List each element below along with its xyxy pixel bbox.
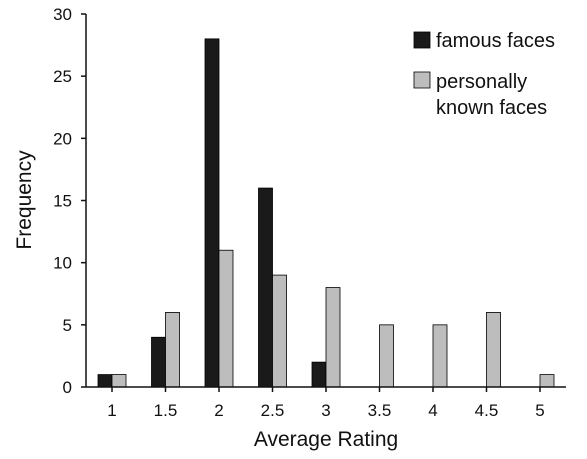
y-axis-title: Frequency: [13, 150, 36, 250]
y-tick-label: 15: [53, 192, 72, 211]
legend-swatch-personally-known-faces: [413, 71, 431, 89]
bar-personally-known-faces: [272, 274, 287, 388]
legend: famous faces personally known faces: [413, 30, 555, 119]
y-tick-label: 25: [53, 67, 72, 86]
x-tick-label: 5: [535, 401, 544, 420]
bar-personally-known-faces: [486, 311, 501, 388]
bar-famous-faces: [97, 374, 113, 388]
legend-label-famous-faces: famous faces: [436, 30, 555, 52]
y-tick-label: 5: [63, 316, 72, 335]
y-tick-label: 10: [53, 254, 72, 273]
x-tick-label: 4.5: [475, 401, 499, 420]
x-tick-label: 3: [321, 401, 330, 420]
x-axis-title: Average Rating: [254, 428, 398, 451]
x-ticks-group: 1 1.5 2 2.5 3 3.5 4 4.5 5: [107, 387, 545, 420]
x-tick-label: 2.5: [261, 401, 285, 420]
legend-swatch-famous-faces: [413, 31, 431, 49]
x-tick-label: 1: [107, 401, 116, 420]
x-tick-label: 3.5: [368, 401, 392, 420]
bar-personally-known-faces: [111, 374, 127, 388]
bar-famous-faces: [311, 361, 327, 388]
bar-famous-faces: [258, 187, 273, 388]
y-ticks-group: 0 5 10 15 20 25 30: [53, 5, 86, 397]
y-tick-label: 30: [53, 5, 72, 24]
bar-famous-faces: [204, 38, 220, 388]
bar-personally-known-faces: [165, 311, 180, 388]
x-tick-label: 4: [428, 401, 437, 420]
x-tick-label: 2: [214, 401, 223, 420]
bar-personally-known-faces: [218, 249, 234, 388]
bar-famous-faces: [151, 336, 166, 388]
legend-label-personally-known-faces-line2: known faces: [436, 97, 547, 119]
y-tick-label: 20: [53, 129, 72, 148]
bar-personally-known-faces: [379, 324, 394, 388]
legend-label-personally-known-faces-line1: personally: [436, 71, 527, 93]
bar-personally-known-faces: [325, 287, 341, 388]
bar-personally-known-faces: [539, 374, 555, 388]
bars-group: [97, 38, 555, 388]
y-tick-label: 0: [63, 378, 72, 397]
bar-personally-known-faces: [432, 324, 448, 388]
x-tick-label: 1.5: [154, 401, 178, 420]
